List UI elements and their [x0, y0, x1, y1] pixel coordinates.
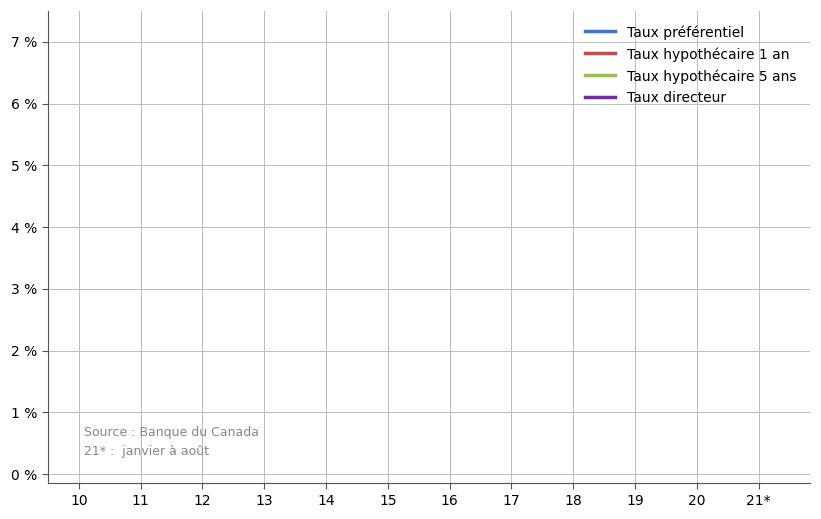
Legend: Taux préférentiel, Taux hypothécaire 1 an, Taux hypothécaire 5 ans, Taux directe: Taux préférentiel, Taux hypothécaire 1 a…: [578, 18, 803, 112]
Text: Source : Banque du Canada
21* :  janvier à août: Source : Banque du Canada 21* : janvier …: [84, 426, 259, 458]
